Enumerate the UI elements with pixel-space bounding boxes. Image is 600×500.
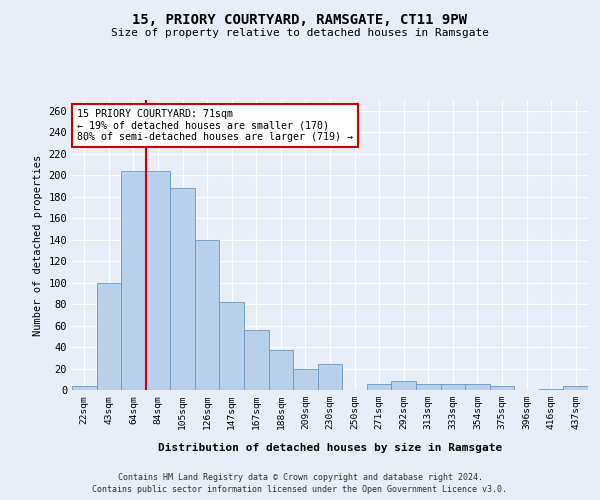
Bar [269, 350, 293, 390]
Bar [293, 368, 318, 390]
Bar [391, 382, 416, 390]
Text: Contains HM Land Registry data © Crown copyright and database right 2024.: Contains HM Land Registry data © Crown c… [118, 472, 482, 482]
Bar [72, 386, 97, 390]
Y-axis label: Number of detached properties: Number of detached properties [33, 154, 43, 336]
Bar [416, 384, 440, 390]
Text: Distribution of detached houses by size in Ramsgate: Distribution of detached houses by size … [158, 442, 502, 452]
Bar [244, 330, 269, 390]
Bar [539, 389, 563, 390]
Bar [121, 171, 146, 390]
Bar [563, 386, 588, 390]
Text: Size of property relative to detached houses in Ramsgate: Size of property relative to detached ho… [111, 28, 489, 38]
Bar [220, 302, 244, 390]
Bar [97, 282, 121, 390]
Bar [318, 364, 342, 390]
Bar [440, 384, 465, 390]
Text: 15, PRIORY COURTYARD, RAMSGATE, CT11 9PW: 15, PRIORY COURTYARD, RAMSGATE, CT11 9PW [133, 12, 467, 26]
Bar [195, 240, 220, 390]
Bar [170, 188, 195, 390]
Bar [490, 386, 514, 390]
Bar [146, 171, 170, 390]
Bar [367, 384, 391, 390]
Text: 15 PRIORY COURTYARD: 71sqm
← 19% of detached houses are smaller (170)
80% of sem: 15 PRIORY COURTYARD: 71sqm ← 19% of deta… [77, 108, 353, 142]
Bar [465, 384, 490, 390]
Text: Contains public sector information licensed under the Open Government Licence v3: Contains public sector information licen… [92, 485, 508, 494]
